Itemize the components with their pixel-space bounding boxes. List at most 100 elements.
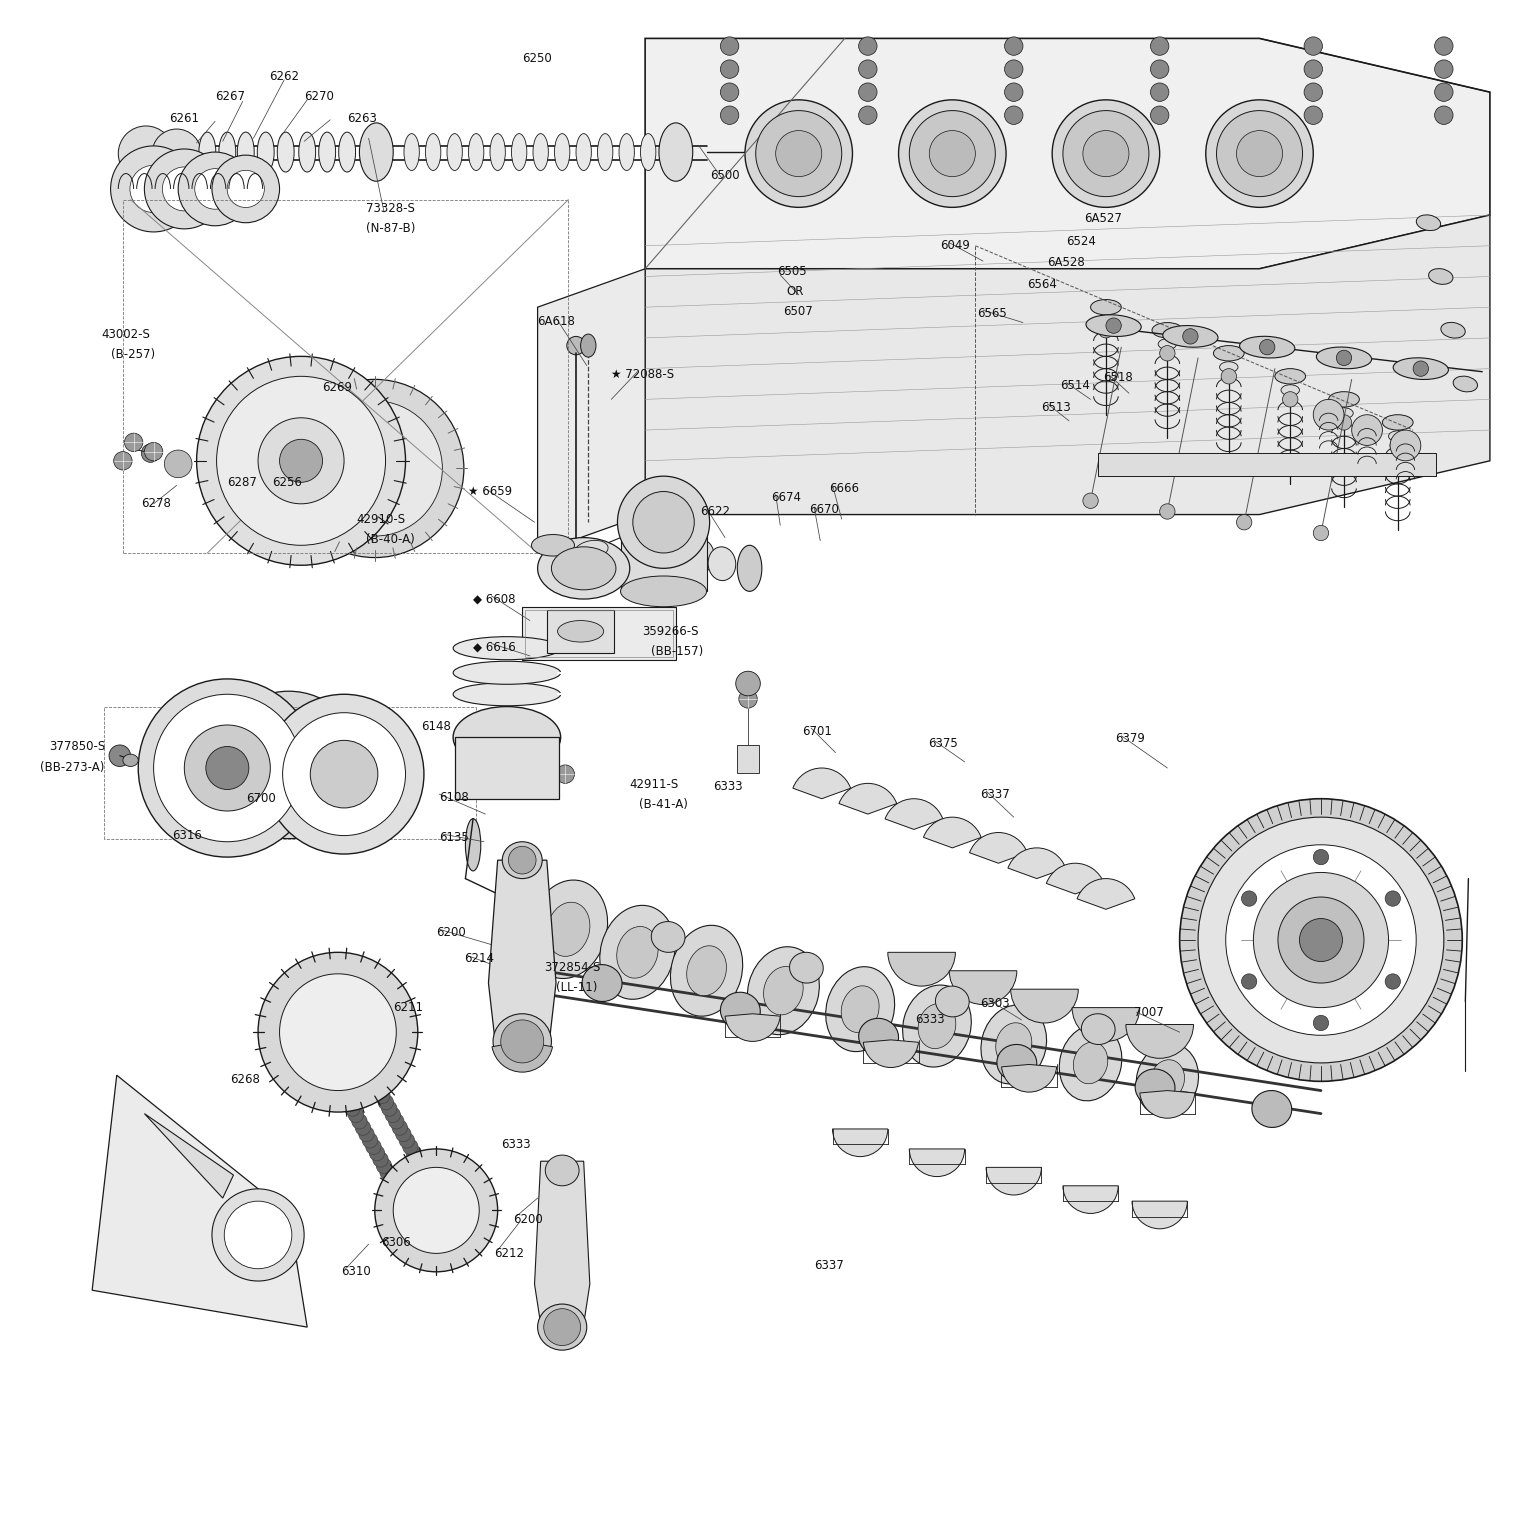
Circle shape <box>316 1051 332 1066</box>
Ellipse shape <box>538 1304 587 1350</box>
Wedge shape <box>1077 879 1135 909</box>
Circle shape <box>427 1184 442 1200</box>
Ellipse shape <box>842 986 879 1032</box>
Wedge shape <box>969 833 1028 863</box>
Text: 6505: 6505 <box>777 266 806 278</box>
Circle shape <box>1304 60 1322 78</box>
Circle shape <box>438 1203 453 1218</box>
Ellipse shape <box>1329 392 1359 407</box>
Text: 6108: 6108 <box>439 791 468 803</box>
Circle shape <box>375 1149 498 1272</box>
Circle shape <box>1283 392 1298 407</box>
Circle shape <box>264 694 424 854</box>
Wedge shape <box>1008 848 1066 879</box>
Circle shape <box>1150 106 1169 124</box>
Circle shape <box>396 1126 412 1141</box>
Circle shape <box>313 1043 329 1058</box>
Wedge shape <box>885 799 943 829</box>
Circle shape <box>369 1146 384 1161</box>
Circle shape <box>327 1069 343 1084</box>
Circle shape <box>109 745 131 766</box>
Ellipse shape <box>576 134 591 170</box>
Text: ◆ 6616: ◆ 6616 <box>473 641 516 653</box>
Circle shape <box>508 846 536 874</box>
Text: 6513: 6513 <box>1041 401 1071 413</box>
Ellipse shape <box>621 576 707 607</box>
Circle shape <box>212 155 280 223</box>
Circle shape <box>224 1201 292 1269</box>
Text: (B-41-A): (B-41-A) <box>639 799 688 811</box>
Bar <box>737 745 759 773</box>
Ellipse shape <box>1275 369 1306 384</box>
Ellipse shape <box>997 1044 1037 1081</box>
Wedge shape <box>725 1014 780 1041</box>
Text: 6333: 6333 <box>501 1138 530 1150</box>
Ellipse shape <box>1441 323 1465 338</box>
Circle shape <box>381 1101 396 1117</box>
Circle shape <box>283 713 406 836</box>
Text: 6287: 6287 <box>227 476 257 488</box>
Circle shape <box>386 1107 401 1123</box>
Circle shape <box>401 1203 416 1218</box>
Ellipse shape <box>826 966 894 1052</box>
Text: 6278: 6278 <box>141 498 170 510</box>
Circle shape <box>1313 399 1344 430</box>
Circle shape <box>1083 493 1098 508</box>
Circle shape <box>111 146 197 232</box>
Text: ◆ 6608: ◆ 6608 <box>473 593 516 605</box>
Circle shape <box>195 169 235 209</box>
Text: 6261: 6261 <box>169 112 200 124</box>
Ellipse shape <box>123 754 138 766</box>
Ellipse shape <box>453 707 561 768</box>
Polygon shape <box>645 215 1490 515</box>
Text: 6700: 6700 <box>246 793 275 805</box>
Polygon shape <box>538 269 645 553</box>
Text: 7007: 7007 <box>1134 1006 1163 1018</box>
Ellipse shape <box>1137 1043 1198 1117</box>
Circle shape <box>720 60 739 78</box>
Polygon shape <box>144 1114 233 1198</box>
Wedge shape <box>923 817 982 848</box>
Circle shape <box>720 83 739 101</box>
Wedge shape <box>1046 863 1104 894</box>
Circle shape <box>1313 1015 1329 1031</box>
Circle shape <box>131 166 177 212</box>
Text: OR: OR <box>786 286 803 298</box>
Text: 6333: 6333 <box>915 1014 945 1026</box>
Bar <box>1098 453 1436 476</box>
Circle shape <box>280 439 323 482</box>
Ellipse shape <box>1158 338 1177 349</box>
Text: 6250: 6250 <box>522 52 551 65</box>
Ellipse shape <box>1393 358 1448 379</box>
Circle shape <box>393 1167 479 1253</box>
Text: (B-40-A): (B-40-A) <box>366 533 415 545</box>
Circle shape <box>402 1140 418 1155</box>
Ellipse shape <box>453 682 561 707</box>
Ellipse shape <box>903 985 971 1068</box>
Circle shape <box>1385 974 1401 989</box>
Polygon shape <box>488 860 556 1037</box>
Circle shape <box>720 37 739 55</box>
Ellipse shape <box>1206 100 1313 207</box>
Circle shape <box>859 106 877 124</box>
Text: 6135: 6135 <box>439 831 468 843</box>
Circle shape <box>1160 346 1175 361</box>
Circle shape <box>344 1101 359 1117</box>
Ellipse shape <box>551 547 616 590</box>
Ellipse shape <box>482 753 501 768</box>
Circle shape <box>349 1107 364 1123</box>
Ellipse shape <box>339 132 355 172</box>
Text: 6267: 6267 <box>215 91 246 103</box>
Circle shape <box>392 1120 407 1135</box>
Text: 6565: 6565 <box>977 307 1006 319</box>
Ellipse shape <box>511 134 527 170</box>
Circle shape <box>347 1037 362 1052</box>
Ellipse shape <box>425 134 441 170</box>
Ellipse shape <box>617 926 657 978</box>
Circle shape <box>367 1075 382 1091</box>
Ellipse shape <box>1453 376 1478 392</box>
Circle shape <box>373 1152 389 1167</box>
Circle shape <box>720 106 739 124</box>
Ellipse shape <box>554 134 570 170</box>
Circle shape <box>144 149 224 229</box>
